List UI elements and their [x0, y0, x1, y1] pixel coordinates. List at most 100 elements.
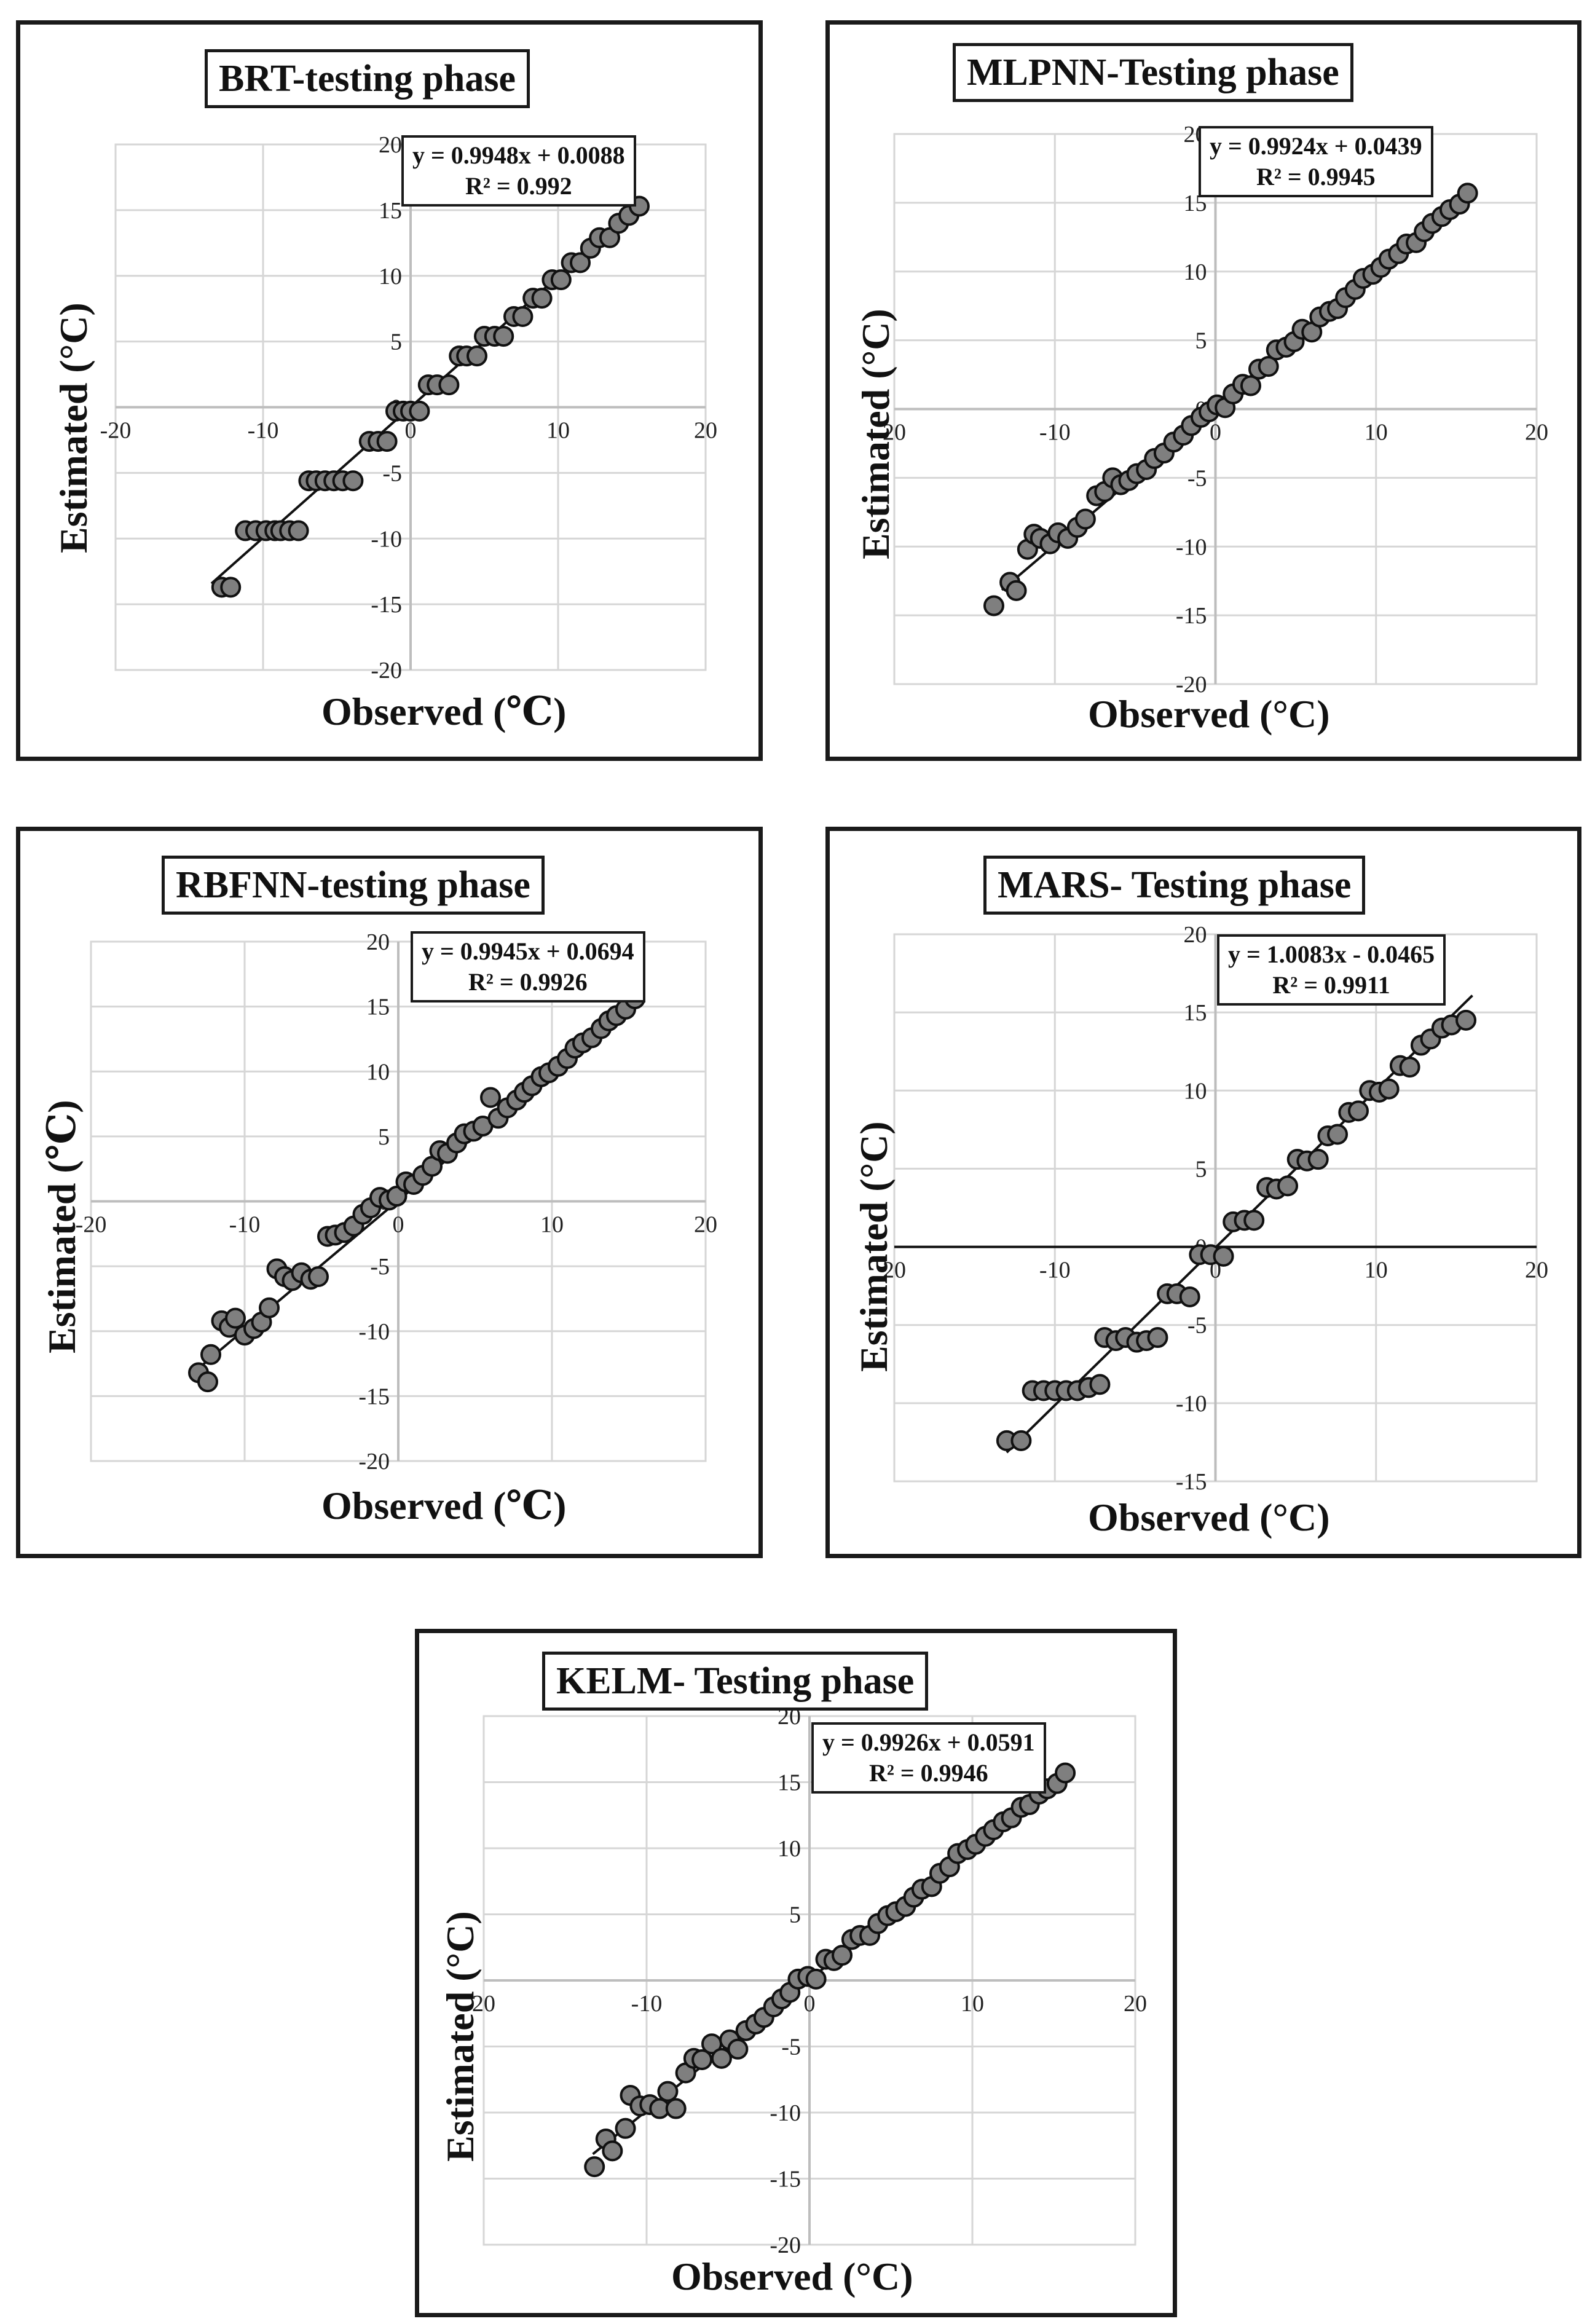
y-tick-label: 10 [366, 1059, 390, 1085]
data-point [1307, 1149, 1329, 1170]
x-tick-label: 20 [1525, 420, 1548, 446]
y-tick-label: -5 [1187, 1313, 1207, 1339]
y-tick-label: -10 [371, 526, 402, 552]
chart-panel-brt: -20-100102020151050-5-10-15-20 BRT-testi… [16, 20, 763, 761]
x-tick-label: 20 [1525, 1258, 1548, 1283]
y-tick-label: 5 [789, 1902, 801, 1928]
x-tick-label: 20 [883, 420, 906, 446]
x-tick-label: 20 [694, 418, 717, 444]
y-tick-label: -20 [770, 2232, 801, 2258]
data-point [308, 1266, 329, 1288]
data-point [225, 1307, 246, 1329]
data-point [386, 1186, 408, 1207]
data-point [665, 2098, 687, 2119]
y-tick-label: -20 [358, 1449, 390, 1475]
regression-equation-box: y = 0.9948x + 0.0088 R² = 0.992 [401, 135, 636, 207]
x-tick-label: -10 [248, 418, 279, 444]
data-point [832, 1945, 853, 1966]
y-tick-label: 20 [1184, 922, 1207, 948]
data-point [1399, 1057, 1420, 1078]
x-tick-label: -10 [1039, 1258, 1071, 1283]
data-point [584, 2156, 605, 2178]
x-tick-label: -10 [229, 1212, 261, 1238]
regression-equation: y = 0.9948x + 0.0088 [412, 141, 625, 169]
chart-panel-mars: 20-100102020151050-5-10-15 MARS- Testing… [825, 827, 1581, 1558]
y-tick-label: -10 [1176, 534, 1207, 560]
data-point [259, 1297, 280, 1318]
y-axis-label: Estimated (°C) [852, 1121, 896, 1372]
x-tick-label: 10 [1365, 420, 1388, 446]
y-tick-label: 10 [1184, 259, 1207, 285]
data-point [1010, 1430, 1032, 1451]
data-point [1327, 1124, 1349, 1145]
chart-svg-rbfnn: -20-100102020151050-5-10-15-20 [76, 929, 717, 1475]
y-axis-label: Estimated (°C) [438, 1911, 482, 2162]
data-point [983, 595, 1004, 616]
data-point [1006, 580, 1027, 601]
x-tick-label: 0 [393, 1212, 404, 1238]
regression-equation-box: y = 1.0083x - 0.0465 R² = 0.9911 [1217, 934, 1446, 1006]
data-point [711, 2047, 732, 2069]
chart-title: RBFNN-testing phase [162, 856, 545, 915]
y-tick-label: 10 [1184, 1078, 1207, 1104]
x-axis-label: Observed (°C) [671, 2255, 913, 2298]
x-tick-label: 10 [961, 1991, 984, 2017]
x-axis-label: Observed (℃) [321, 1484, 567, 1527]
r-squared: R² = 0.9946 [868, 1759, 988, 1787]
y-tick-label: -5 [370, 1254, 390, 1280]
x-tick-label: 20 [472, 1991, 495, 2017]
y-tick-label: 15 [379, 198, 402, 224]
data-point [1213, 1245, 1234, 1267]
data-point [1378, 1078, 1400, 1100]
regression-equation-box: y = 0.9945x + 0.0694 R² = 0.9926 [411, 931, 645, 1002]
regression-equation: y = 0.9926x + 0.0591 [822, 1728, 1035, 1756]
y-tick-label: -15 [358, 1384, 390, 1409]
x-tick-label: -10 [631, 1991, 663, 2017]
y-tick-label: 20 [366, 929, 390, 955]
data-point [342, 470, 364, 492]
x-tick-label: 10 [546, 418, 570, 444]
y-tick-label: 15 [778, 1770, 801, 1796]
data-point [550, 269, 572, 291]
y-axis-label: Estimated (°C) [854, 309, 897, 559]
data-point [531, 288, 553, 309]
y-tick-label: -10 [358, 1319, 390, 1345]
data-point [1240, 375, 1261, 396]
data-point [805, 1968, 827, 1990]
x-tick-label: 20 [694, 1212, 717, 1238]
x-tick-label: 0 [1210, 420, 1221, 446]
y-axis-label: Estimated (°C) [52, 302, 95, 553]
r-squared: R² = 0.9945 [1256, 163, 1376, 191]
regression-equation: y = 1.0083x - 0.0465 [1228, 940, 1435, 968]
data-point [512, 306, 534, 328]
x-axis-label: Observed (℃) [321, 690, 567, 733]
chart-panel-mlpnn: 20-100102020151050-5-10-15-20 MLPNN-Test… [825, 20, 1581, 761]
data-point [602, 2140, 623, 2162]
x-axis-label: Observed (°C) [1088, 692, 1330, 736]
data-point [1243, 1210, 1265, 1231]
y-tick-label: -15 [1176, 603, 1207, 629]
data-point [615, 2117, 636, 2139]
data-point [200, 1344, 221, 1365]
chart-panel-kelm: 20-100102020151050-5-10-15-20 KELM- Test… [415, 1629, 1177, 2317]
data-point [376, 431, 398, 452]
y-tick-label: -20 [371, 658, 402, 683]
regression-equation: y = 0.9924x + 0.0439 [1210, 132, 1422, 160]
data-point [1457, 183, 1478, 204]
x-tick-label: 0 [405, 418, 417, 444]
data-point [480, 1087, 501, 1108]
y-tick-label: 5 [1195, 328, 1207, 354]
y-tick-label: 10 [778, 1836, 801, 1862]
regression-equation-box: y = 0.9926x + 0.0591 R² = 0.9946 [811, 1722, 1046, 1794]
y-tick-label: -10 [770, 2100, 801, 2126]
y-tick-label: -10 [1176, 1391, 1207, 1417]
y-tick-label: 15 [366, 995, 390, 1020]
x-tick-label: -20 [100, 418, 132, 444]
data-point [1348, 1100, 1369, 1122]
regression-equation: y = 0.9945x + 0.0694 [422, 937, 634, 965]
y-tick-label: -15 [371, 592, 402, 618]
x-tick-label: -20 [76, 1212, 107, 1238]
data-point [493, 326, 514, 347]
y-tick-label: 5 [390, 329, 402, 355]
data-point [288, 520, 309, 542]
